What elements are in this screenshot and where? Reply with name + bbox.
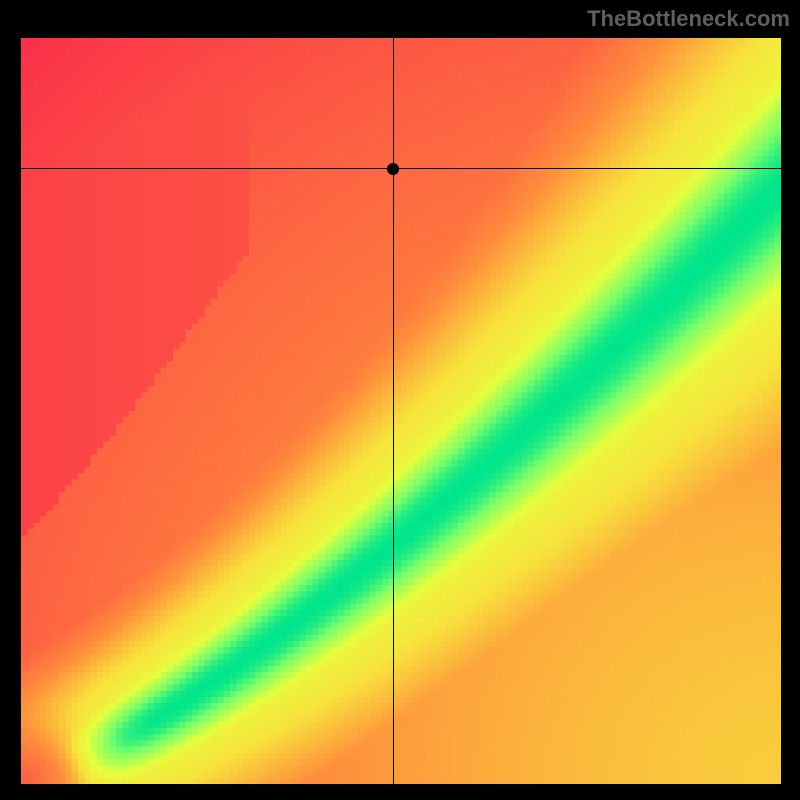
- heatmap-canvas: [21, 38, 781, 784]
- crosshair-marker: [387, 163, 399, 175]
- attribution-text: TheBottleneck.com: [587, 6, 790, 32]
- crosshair-vertical: [393, 38, 395, 784]
- crosshair-horizontal: [21, 168, 781, 170]
